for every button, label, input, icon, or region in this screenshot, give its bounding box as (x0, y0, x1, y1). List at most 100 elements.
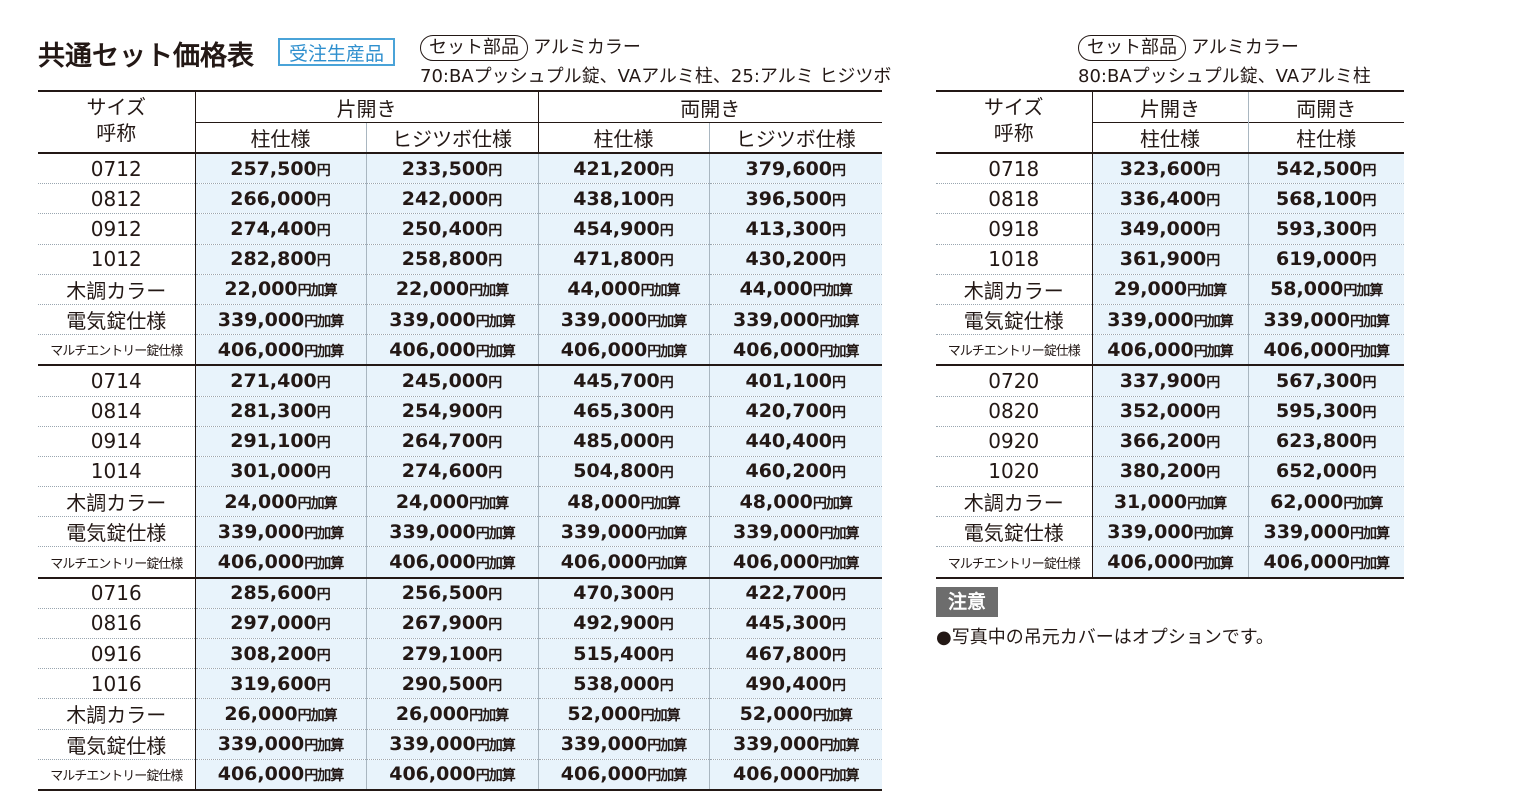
price-value: 538,000 (573, 672, 660, 695)
price-value: 323,600 (1119, 157, 1207, 180)
price-cell: 406,000円加算 (538, 758, 710, 791)
row-label: 0816 (38, 607, 196, 639)
price-cell: 406,000円加算 (195, 546, 367, 578)
price-cell: 48,000円加算 (709, 486, 882, 517)
yen-unit: 円 (316, 374, 331, 391)
price-value: 471,800 (573, 248, 660, 271)
table-row-addon: マルチエントリー錠仕様 406,000円加算 406,000円加算 406,000円加… (38, 334, 882, 366)
price-value: 406,000 (1263, 338, 1351, 361)
row-label: 0812 (38, 183, 196, 214)
table-row-addon: マルチエントリー錠仕様 406,000円加算 406,000円加算 406,000円加… (38, 758, 882, 791)
add-unit: 円加算 (819, 525, 860, 542)
row-label: マルチエントリー錠仕様 (936, 334, 1093, 366)
yen-unit: 円 (832, 435, 847, 452)
table-row: 0714 271,400円 245,000円 445,700円 401,100円 (38, 364, 882, 396)
price-cell: 349,000円 (1092, 213, 1249, 245)
right-set-info: セット部品 アルミカラー (1078, 33, 1299, 61)
price-value: 567,300 (1275, 369, 1363, 392)
price-cell: 339,000円加算 (1248, 516, 1404, 547)
yen-unit: 円 (316, 617, 331, 634)
price-cell: 406,000円加算 (1248, 334, 1404, 366)
add-unit: 円加算 (475, 313, 516, 330)
price-value: 339,000 (217, 520, 305, 543)
yen-unit: 円 (659, 162, 674, 179)
price-cell: 264,700円 (366, 425, 539, 457)
hijitsubo-spec-header: ヒジツボ仕様 (708, 122, 882, 153)
price-cell: 623,800円 (1248, 425, 1404, 457)
price-cell: 339,000円加算 (366, 728, 539, 760)
price-value: 339,000 (1263, 520, 1351, 543)
add-unit: 円加算 (304, 343, 344, 360)
price-cell: 490,400円 (709, 668, 882, 699)
price-value: 281,300 (230, 400, 317, 423)
yen-unit: 円 (488, 192, 503, 209)
table-row: 0716 285,600円 256,500円 470,300円 422,700円 (38, 576, 882, 609)
yen-unit: 円 (1362, 435, 1377, 452)
table-row-addon: 電気錠仕様 339,000円加算 339,000円加算 339,000円加算 339,0… (38, 516, 882, 547)
price-value: 406,000 (732, 551, 820, 574)
yen-unit: 円 (832, 677, 847, 694)
price-value: 336,400 (1119, 187, 1207, 210)
price-cell: 445,700円 (538, 364, 710, 396)
size-header-l1: サイズ (984, 95, 1044, 119)
yen-unit: 円 (1206, 162, 1221, 179)
price-value: 308,200 (230, 642, 317, 665)
pillar-spec-header: 柱仕様 (537, 122, 709, 153)
row-label: マルチエントリー錠仕様 (936, 546, 1093, 579)
yen-unit: 円 (1362, 192, 1377, 209)
table-row: 1018 361,900円 619,000円 (936, 243, 1404, 275)
price-cell: 301,000円 (195, 455, 367, 487)
yen-unit: 円 (316, 647, 331, 664)
row-label: 1014 (38, 455, 196, 487)
price-cell: 44,000円加算 (538, 273, 710, 305)
add-unit: 円加算 (1350, 313, 1390, 330)
price-cell: 485,000円 (538, 425, 710, 457)
price-cell: 515,400円 (538, 637, 710, 669)
add-unit: 円加算 (1193, 313, 1234, 330)
price-cell: 652,000円 (1248, 455, 1404, 487)
price-value: 413,300 (745, 217, 833, 240)
price-cell: 254,900円 (366, 395, 539, 427)
price-cell: 465,300円 (538, 395, 710, 427)
price-value: 297,000 (230, 612, 317, 635)
price-value: 406,000 (217, 763, 305, 786)
row-label: 0818 (936, 183, 1093, 214)
price-cell: 413,300円 (709, 213, 882, 245)
row-label: マルチエントリー錠仕様 (38, 546, 196, 578)
row-label: 電気錠仕様 (38, 303, 196, 335)
yen-unit: 円 (1206, 435, 1221, 452)
single-door-header: 片開き (1092, 90, 1248, 123)
yen-unit: 円 (659, 405, 674, 422)
yen-unit: 円 (316, 405, 331, 422)
yen-unit: 円 (316, 162, 331, 179)
table-row: 0912 274,400円 250,400円 454,900円 413,300円 (38, 213, 882, 245)
price-cell: 291,100円 (195, 425, 367, 457)
yen-unit: 円 (659, 587, 674, 604)
yen-unit: 円 (316, 192, 331, 209)
price-value: 62,000 (1270, 490, 1344, 513)
yen-unit: 円 (659, 253, 674, 270)
price-cell: 406,000円加算 (538, 546, 710, 578)
table-row: 0816 297,000円 267,900円 492,900円 445,300円 (38, 607, 882, 639)
price-value: 467,800 (745, 642, 833, 665)
price-cell: 379,600円 (709, 152, 882, 184)
pillar-spec-header: 柱仕様 (195, 122, 366, 153)
yen-unit: 円 (1206, 192, 1221, 209)
price-cell: 339,000円加算 (709, 728, 882, 760)
price-cell: 245,000円 (366, 364, 539, 396)
price-value: 339,000 (389, 520, 476, 543)
table-row: 0712 257,500円 233,500円 421,200円 379,600円 (38, 152, 882, 184)
price-cell: 406,000円加算 (709, 758, 882, 791)
price-cell: 339,000円加算 (195, 516, 367, 547)
price-cell: 242,000円 (366, 183, 539, 214)
yen-unit: 円 (1362, 465, 1377, 482)
price-cell: 406,000円加算 (709, 546, 882, 578)
yen-unit: 円 (488, 465, 503, 482)
row-label: 1016 (38, 668, 196, 699)
add-unit: 円加算 (647, 313, 687, 330)
row-label: 1012 (38, 243, 196, 275)
add-unit: 円加算 (647, 343, 687, 360)
price-value: 22,000 (395, 278, 470, 301)
price-value: 490,400 (745, 672, 833, 695)
row-label: 木調カラー (936, 273, 1093, 305)
